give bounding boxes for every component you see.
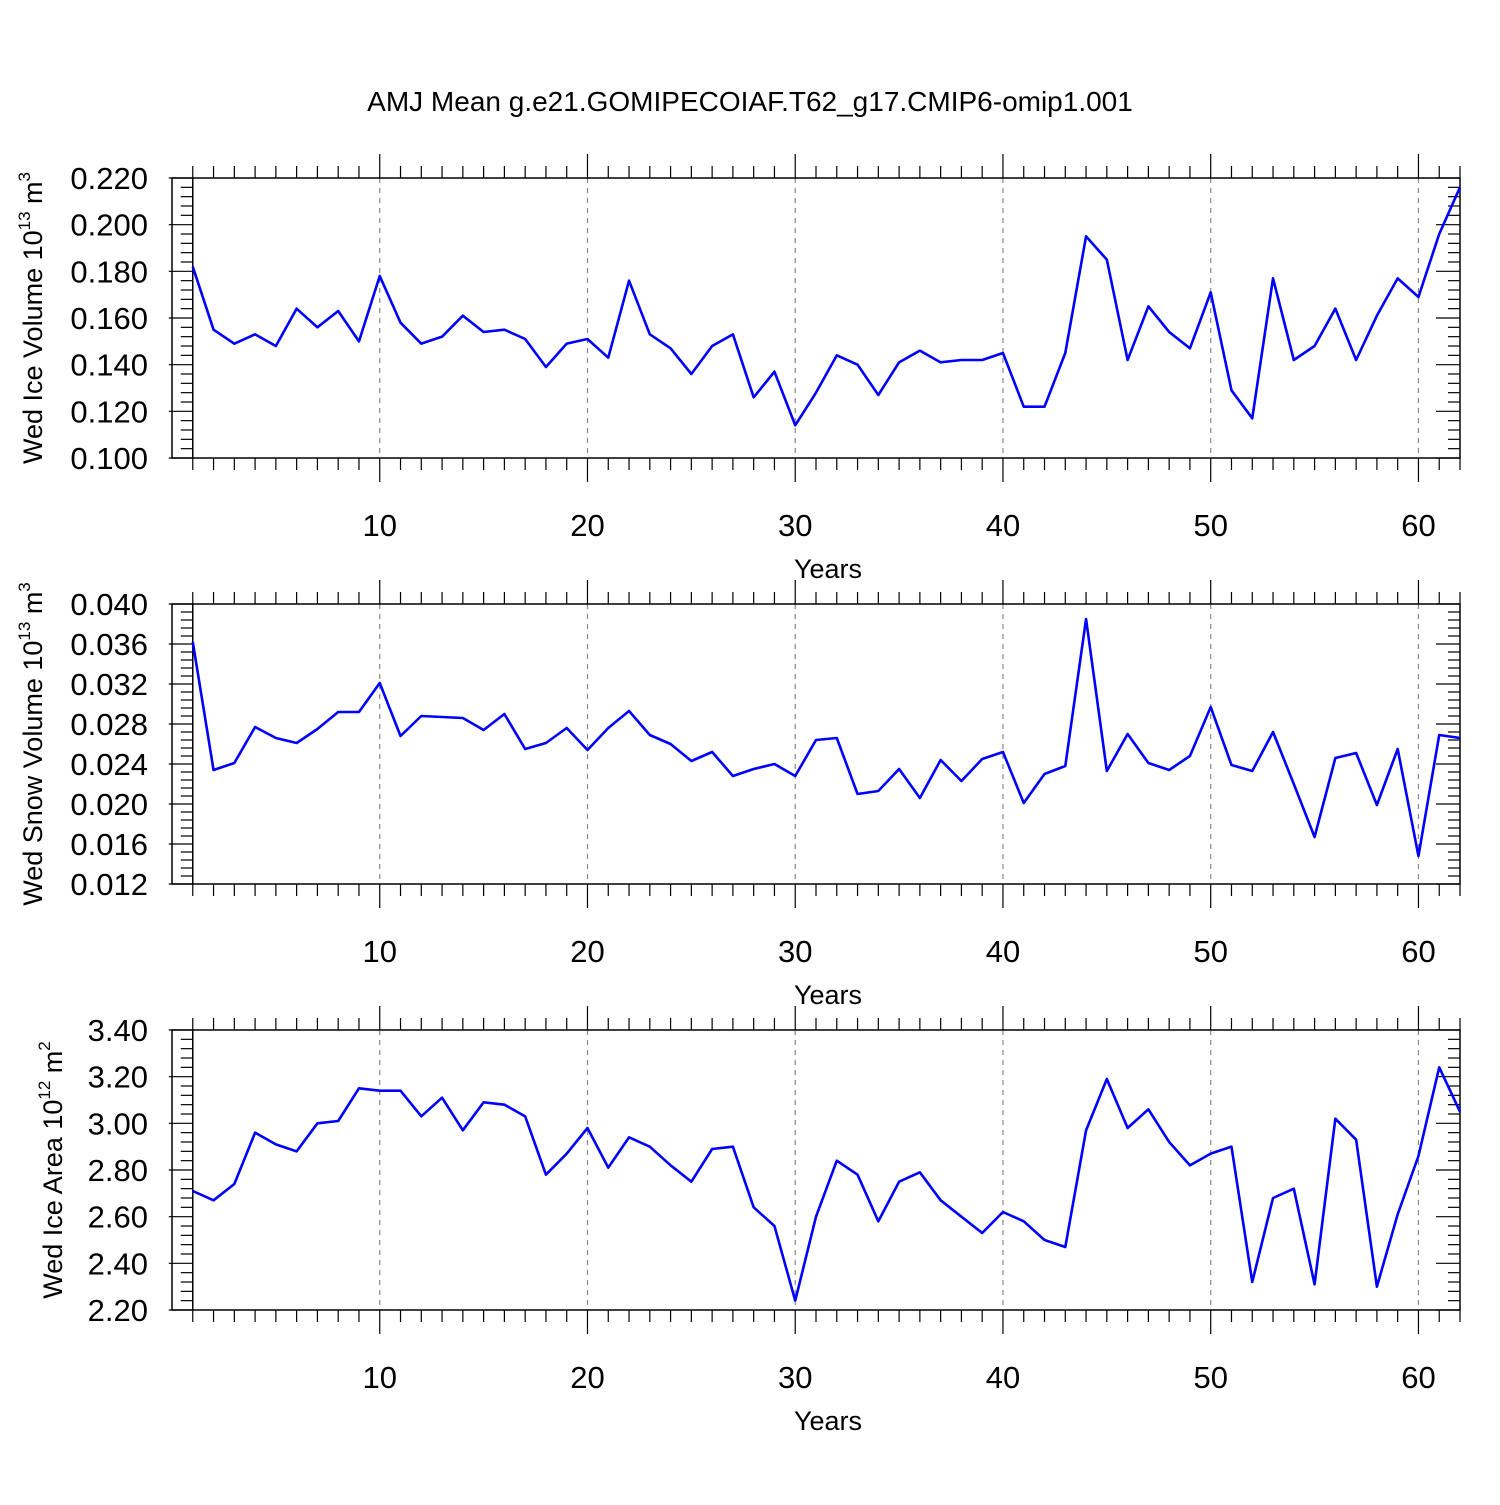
x-axis-label: Years [794, 980, 862, 1010]
y-tick-label: 0.024 [70, 747, 148, 782]
y-tick-label: 0.100 [70, 441, 148, 476]
series-line-1 [193, 187, 1460, 425]
y-axis-label: Wed Ice Volume 1013 m3 [15, 172, 48, 464]
series-line-3 [193, 1067, 1460, 1300]
y-tick-label: 0.020 [70, 787, 148, 822]
plot-frame [172, 1030, 1460, 1310]
y-axis-label: Wed Snow Volume 1013 m3 [15, 582, 48, 906]
y-axis-label: Wed Ice Area 1012 m2 [35, 1041, 68, 1299]
y-tick-label: 2.80 [88, 1153, 148, 1188]
y-tick-label: 0.140 [70, 348, 148, 383]
x-tick-label: 30 [778, 508, 812, 543]
x-axis-label: Years [794, 554, 862, 584]
chart-title: AMJ Mean g.e21.GOMIPECOIAF.T62_g17.CMIP6… [0, 86, 1500, 118]
x-tick-label: 40 [986, 1360, 1020, 1395]
x-tick-label: 10 [362, 934, 396, 969]
y-axis-label-main: Wed Ice Volume 10 [18, 230, 48, 464]
y-tick-label: 0.200 [70, 208, 148, 243]
x-tick-label: 50 [1193, 508, 1227, 543]
y-axis-label-main: Wed Ice Area 10 [38, 1100, 68, 1299]
x-tick-label: 20 [570, 934, 604, 969]
x-tick-label: 20 [570, 508, 604, 543]
y-axis-label-unit: m [38, 1051, 68, 1081]
y-tick-label: 3.00 [88, 1106, 148, 1141]
x-tick-label: 60 [1401, 508, 1435, 543]
panel-1: 0.100 0.120 0.140 0.160 0.180 0.200 0.220 10 20 3… [15, 154, 1460, 584]
x-tick-label: 30 [778, 1360, 812, 1395]
y-tick-label: 2.60 [88, 1200, 148, 1235]
y-tick-label: 0.012 [70, 867, 148, 902]
y-tick-label: 0.028 [70, 707, 148, 742]
y-tick-label: 0.036 [70, 627, 148, 662]
y-tick-label: 0.180 [70, 254, 148, 289]
x-tick-label: 50 [1193, 1360, 1227, 1395]
y-axis-label-unit-exp: 3 [15, 582, 34, 591]
x-tick-label: 30 [778, 934, 812, 969]
y-tick-label: 2.40 [88, 1246, 148, 1281]
x-tick-label: 60 [1401, 1360, 1435, 1395]
y-tick-label: 3.20 [88, 1060, 148, 1095]
x-tick-label: 20 [570, 1360, 604, 1395]
y-tick-label: 3.40 [88, 1013, 148, 1048]
y-tick-label: 0.220 [70, 161, 148, 196]
x-tick-label: 60 [1401, 934, 1435, 969]
y-axis-label-main: Wed Snow Volume 10 [18, 641, 48, 906]
y-tick-label: 0.120 [70, 394, 148, 429]
series-line-2 [193, 619, 1460, 856]
y-axis-label-exp: 12 [35, 1081, 54, 1100]
x-tick-label: 10 [362, 1360, 396, 1395]
x-tick-label: 40 [986, 508, 1020, 543]
y-tick-label: 0.016 [70, 827, 148, 862]
y-axis-label-unit-exp: 3 [15, 172, 34, 181]
y-axis-label-unit-exp: 2 [35, 1041, 54, 1050]
y-tick-label: 0.032 [70, 667, 148, 702]
x-axis-label: Years [794, 1406, 862, 1436]
x-tick-label: 10 [362, 508, 396, 543]
panel-2: 0.012 0.016 0.020 0.024 0.028 0.032 0.036 0.040… [15, 580, 1460, 1010]
x-tick-label: 40 [986, 934, 1020, 969]
y-tick-label: 0.040 [70, 587, 148, 622]
y-axis-label-unit: m [18, 181, 48, 211]
y-axis-label-exp: 13 [15, 622, 34, 641]
y-tick-label: 2.20 [88, 1293, 148, 1328]
panel-3: 2.20 2.40 2.60 2.80 3.00 3.20 3.40 10 20 30 40 50 60… [35, 1006, 1460, 1436]
x-tick-label: 50 [1193, 934, 1227, 969]
y-axis-label-unit: m [18, 592, 48, 622]
y-tick-label: 0.160 [70, 301, 148, 336]
y-axis-label-exp: 13 [15, 211, 34, 230]
